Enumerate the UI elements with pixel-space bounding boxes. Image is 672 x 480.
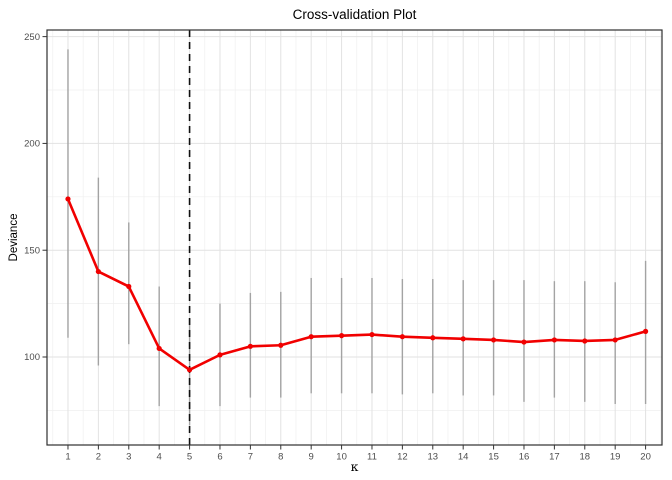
x-tick-label: 11	[367, 452, 377, 463]
x-tick-label: 4	[157, 452, 162, 463]
panel-background	[47, 30, 662, 445]
data-point	[551, 337, 557, 343]
x-tick-label: 7	[248, 452, 253, 463]
data-point	[612, 337, 618, 343]
x-tick-label: 12	[397, 452, 408, 463]
data-point	[95, 268, 101, 275]
data-point	[278, 342, 284, 348]
panel-border	[46, 29, 663, 446]
x-tick-label: 1	[65, 452, 70, 463]
x-tick-label: 20	[640, 452, 651, 463]
x-tick-label: 19	[610, 452, 621, 463]
plot-panel: 1 2 3 4 5 6 7 8 9 10 11 12 13 14 15 16 17 18 19 20100150200…	[24, 29, 663, 463]
x-tick-label: 10	[336, 452, 347, 463]
y-tick-label: 100	[24, 352, 40, 363]
x-tick-label: 15	[488, 452, 499, 463]
data-point	[338, 333, 345, 339]
y-tick-label: 150	[24, 245, 40, 256]
deviance-line	[66, 197, 647, 372]
data-point	[126, 283, 132, 290]
data-point	[247, 343, 253, 349]
x-tick-label: 5	[187, 452, 192, 463]
data-point	[217, 352, 223, 358]
x-tick-label: 18	[579, 452, 590, 463]
data-point	[156, 345, 162, 352]
data-point	[186, 367, 193, 373]
data-point	[65, 196, 71, 202]
y-tick-label: 200	[24, 139, 40, 150]
data-point	[369, 331, 375, 338]
x-tick-label: 9	[309, 452, 314, 463]
data-point	[460, 336, 466, 342]
x-tick-label: 2	[96, 452, 101, 463]
x-tick-label: 14	[458, 452, 469, 463]
x-tick-label: 13	[427, 452, 438, 463]
data-point	[308, 334, 314, 340]
data-point	[521, 339, 527, 345]
data-point	[399, 334, 405, 340]
x-tick-label: 16	[519, 452, 530, 463]
x-tick-label: 8	[278, 452, 283, 463]
x-tick-label: 17	[549, 452, 560, 463]
chart-title: Cross-validation Plot	[293, 7, 417, 22]
data-point	[642, 328, 649, 334]
data-point	[582, 338, 588, 344]
y-axis-title: Deviance	[8, 214, 20, 262]
data-point	[430, 335, 436, 341]
data-point	[490, 337, 497, 343]
x-axis-title: κ	[351, 459, 359, 474]
y-tick-label: 250	[24, 32, 40, 43]
x-tick-label: 6	[217, 452, 222, 463]
x-tick-label: 3	[126, 452, 131, 463]
